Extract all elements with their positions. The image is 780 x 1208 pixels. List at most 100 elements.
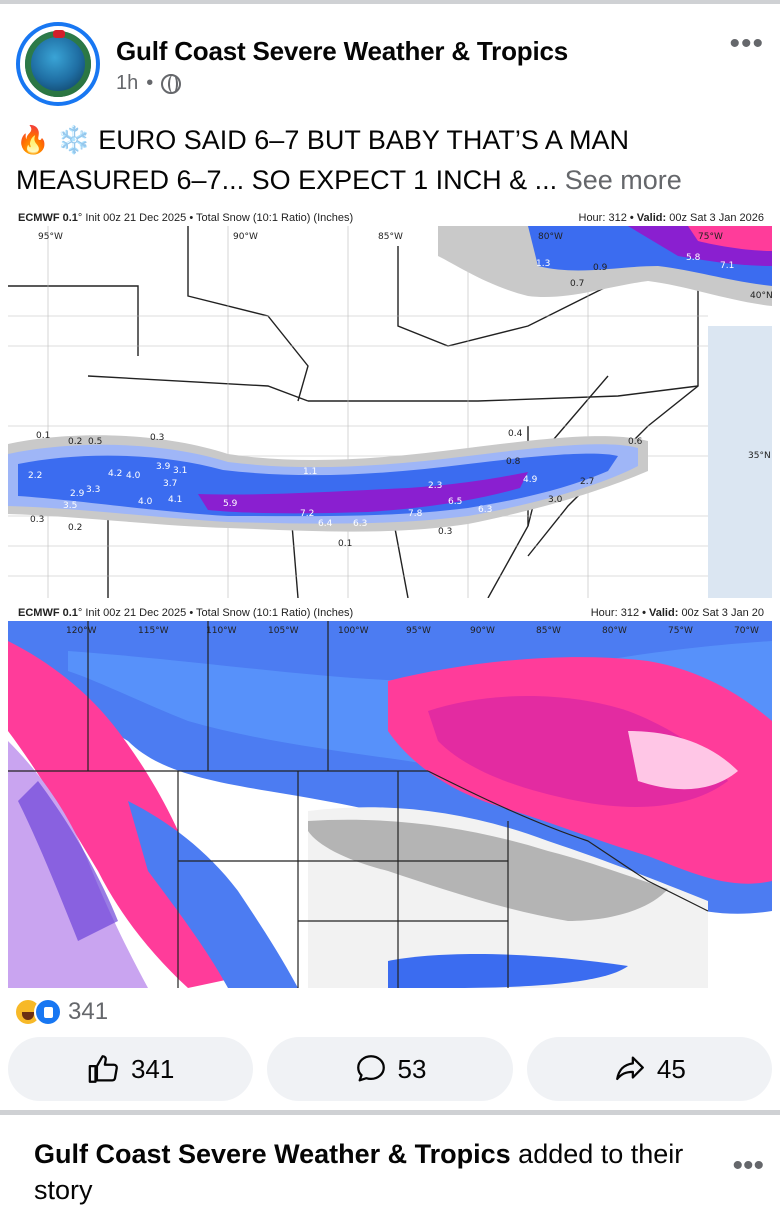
comment-button[interactable]: 53 — [267, 1037, 513, 1101]
svg-text:75°W: 75°W — [668, 626, 693, 636]
svg-text:85°W: 85°W — [536, 626, 561, 636]
comment-icon — [356, 1055, 385, 1082]
next-post-header: Gulf Coast Severe Weather & Tropics adde… — [34, 1136, 694, 1208]
more-horizontal-icon[interactable]: ••• — [729, 27, 764, 60]
svg-text:7.2: 7.2 — [300, 509, 314, 519]
more-horizontal-icon[interactable]: ••• — [732, 1149, 764, 1182]
svg-text:35°N: 35°N — [748, 451, 771, 461]
svg-text:3.3: 3.3 — [86, 485, 100, 495]
globe-icon — [161, 73, 182, 94]
svg-text:90°W: 90°W — [470, 626, 495, 636]
svg-text:0.3: 0.3 — [150, 433, 164, 443]
svg-text:80°W: 80°W — [538, 232, 563, 242]
wreath-icon — [25, 31, 91, 97]
svg-text:5.8: 5.8 — [686, 253, 701, 263]
svg-text:4.1: 4.1 — [168, 495, 182, 505]
svg-text:120°W: 120°W — [66, 626, 97, 636]
post-emoji: 🔥 ❄️ — [16, 125, 91, 155]
share-button[interactable]: 45 — [526, 1037, 772, 1101]
map-hour: Hour: 312 • Valid: 00z Sat 3 Jan 2026 — [579, 212, 765, 224]
valid-label: • Valid: — [642, 607, 679, 619]
svg-text:6.3: 6.3 — [478, 505, 492, 515]
svg-text:7.8: 7.8 — [408, 509, 423, 519]
svg-text:3.7: 3.7 — [163, 479, 177, 489]
reaction-summary[interactable]: 341 — [14, 996, 108, 1028]
map-model: ECMWF 0.1 — [18, 607, 78, 619]
see-more-link[interactable]: See more — [564, 165, 682, 195]
svg-text:0.5: 0.5 — [88, 437, 102, 447]
svg-text:75°W: 75°W — [698, 232, 723, 242]
svg-text:3.9: 3.9 — [156, 462, 171, 472]
svg-text:0.8: 0.8 — [506, 457, 521, 467]
hour-label: Hour: — [578, 212, 606, 224]
svg-text:0.1: 0.1 — [36, 431, 50, 441]
share-count: 45 — [656, 1053, 686, 1084]
page-name[interactable]: Gulf Coast Severe Weather & Tropics — [116, 36, 568, 66]
svg-text:0.4: 0.4 — [508, 429, 523, 439]
svg-text:90°W: 90°W — [233, 232, 258, 242]
like-count: 341 — [130, 1053, 175, 1084]
map-caption: ECMWF 0.1° Init 00z 21 Dec 2025 • Total … — [18, 607, 353, 619]
svg-text:3.5: 3.5 — [63, 501, 77, 511]
valid-value: 00z Sat 3 Jan 2026 — [669, 212, 764, 224]
svg-text:0.6: 0.6 — [628, 437, 643, 447]
post-time[interactable]: 1h — [116, 72, 139, 94]
svg-text:4.0: 4.0 — [126, 471, 141, 481]
post-header: Gulf Coast Severe Weather & Tropics 1h •… — [0, 4, 780, 114]
map-hour: Hour: 312 • Valid: 00z Sat 3 Jan 20 — [591, 607, 764, 619]
feed-separator — [0, 1110, 780, 1115]
svg-text:40°N: 40°N — [750, 291, 772, 301]
svg-text:4.9: 4.9 — [523, 475, 538, 485]
post-meta: 1h • — [116, 72, 182, 95]
svg-text:110°W: 110°W — [206, 626, 237, 636]
svg-text:2.9: 2.9 — [70, 489, 85, 499]
next-post-action: added to their story — [34, 1139, 684, 1205]
svg-text:1.3: 1.3 — [536, 259, 550, 269]
svg-text:2.2: 2.2 — [28, 471, 42, 481]
svg-text:100°W: 100°W — [338, 626, 369, 636]
svg-text:115°W: 115°W — [138, 626, 169, 636]
page-avatar[interactable] — [16, 22, 100, 106]
svg-text:7.1: 7.1 — [720, 261, 734, 271]
svg-text:0.9: 0.9 — [593, 263, 608, 273]
svg-text:0.3: 0.3 — [438, 527, 452, 537]
thumbs-up-icon — [88, 1055, 118, 1083]
svg-text:0.1: 0.1 — [338, 539, 352, 549]
post-text: 🔥 ❄️ EURO SAID 6–7 BUT BABY THAT’S A MAN… — [16, 120, 776, 200]
svg-text:2.7: 2.7 — [580, 477, 594, 487]
action-bar: 341 53 45 — [8, 1037, 772, 1101]
valid-label: • Valid: — [629, 212, 667, 224]
like-button[interactable]: 341 — [8, 1037, 254, 1101]
svg-text:0.2: 0.2 — [68, 523, 82, 533]
comment-count: 53 — [397, 1053, 427, 1084]
svg-text:4.2: 4.2 — [108, 469, 122, 479]
reaction-count: 341 — [68, 998, 109, 1025]
hour-value: 312 — [620, 607, 640, 619]
svg-text:6.4: 6.4 — [318, 519, 333, 529]
svg-text:70°W: 70°W — [734, 626, 759, 636]
svg-text:4.0: 4.0 — [138, 497, 153, 507]
svg-text:95°W: 95°W — [406, 626, 431, 636]
svg-text:105°W: 105°W — [268, 626, 299, 636]
svg-text:6.3: 6.3 — [353, 519, 367, 529]
top-divider — [0, 0, 780, 4]
like-icon — [34, 998, 62, 1026]
svg-text:2.3: 2.3 — [428, 481, 442, 491]
snow-map-southeast[interactable]: ECMWF 0.1° Init 00z 21 Dec 2025 • Total … — [8, 208, 772, 598]
post-body: EURO SAID 6–7 BUT BABY THAT’S A MAN MEAS… — [16, 125, 629, 195]
meta-separator: • — [146, 72, 154, 94]
svg-text:0.3: 0.3 — [30, 515, 44, 525]
svg-text:1.1: 1.1 — [303, 467, 317, 477]
svg-text:5.9: 5.9 — [223, 499, 238, 509]
hour-label: Hour: — [590, 607, 618, 619]
svg-text:95°W: 95°W — [38, 232, 63, 242]
svg-text:0.7: 0.7 — [570, 279, 584, 289]
map-caption: ECMWF 0.1° Init 00z 21 Dec 2025 • Total … — [18, 212, 353, 224]
valid-value: 00z Sat 3 Jan 20 — [681, 607, 764, 619]
snow-map-north-america[interactable]: ECMWF 0.1° Init 00z 21 Dec 2025 • Total … — [8, 603, 772, 988]
bow-icon — [53, 30, 65, 38]
hour-value: 312 — [608, 212, 627, 224]
svg-text:3.1: 3.1 — [173, 466, 187, 476]
next-post-page-name[interactable]: Gulf Coast Severe Weather & Tropics — [34, 1139, 511, 1169]
snow-map-southeast-image: 95°W 90°W 85°W 80°W 75°W 40°N 35°N 0.1 0… — [8, 226, 772, 598]
